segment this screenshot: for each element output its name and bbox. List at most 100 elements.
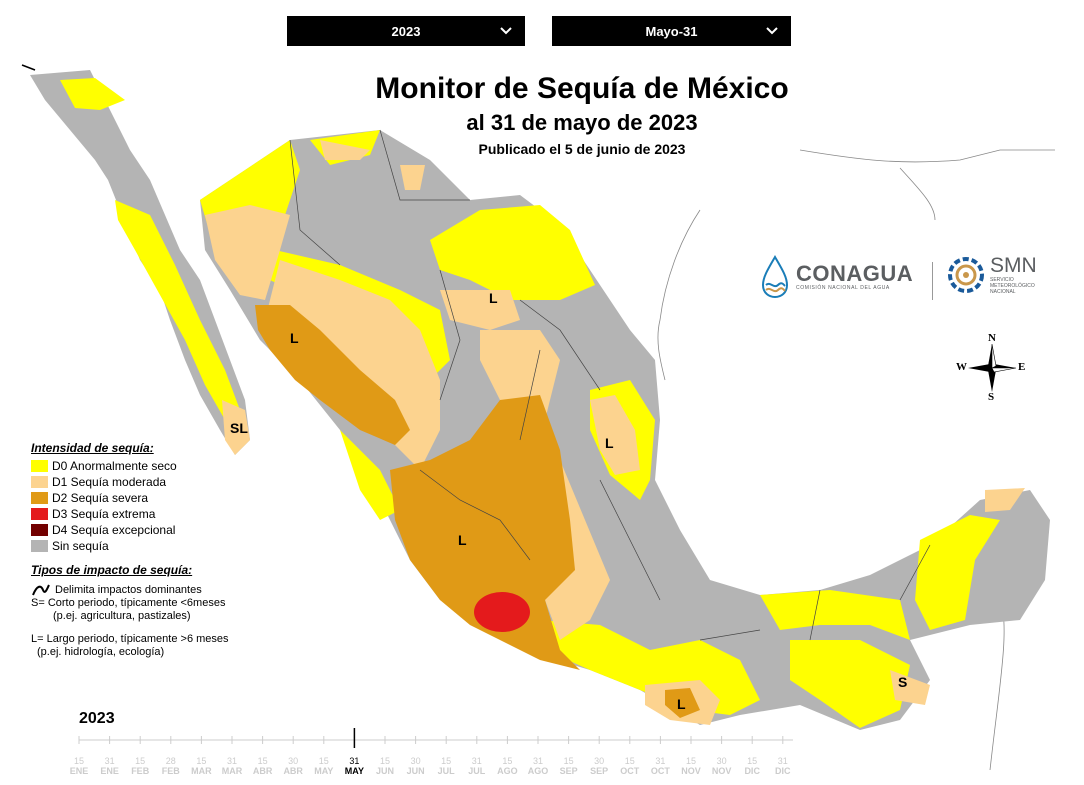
timeline-tick-month: ENE <box>69 766 89 776</box>
timeline-tick-day: 31 <box>532 756 543 766</box>
timeline-tick-month: OCT <box>620 766 640 776</box>
compass-rose: N S W E <box>952 330 1032 405</box>
logo-separator <box>932 262 933 300</box>
impact-label-oaxaca: L <box>677 696 686 712</box>
timeline-tick-day: 15 <box>624 756 635 766</box>
legend-item-d4: D4 Sequía excepcional <box>31 522 281 538</box>
timeline-tick-day: 31 <box>655 756 666 766</box>
impact-l-example: (p.ej. hidrología, ecología) <box>37 646 165 658</box>
timeline-tick-day: 15 <box>135 756 146 766</box>
timeline-tick-may-15[interactable]: 15 MAY <box>308 756 339 776</box>
timeline-tick-month: JUN <box>375 766 394 776</box>
timeline-tick-abr-15[interactable]: 15 ABR <box>247 756 278 776</box>
timeline-tick-oct-15[interactable]: 15 OCT <box>614 756 645 776</box>
legend-swatch-d3 <box>31 508 48 520</box>
baja-north-d0 <box>60 78 125 110</box>
coahuila-top-d1 <box>320 140 370 160</box>
conagua-subtitle: COMISIÓN NACIONAL DEL AGUA <box>796 285 890 291</box>
timeline-tick-mar-31[interactable]: 31 MAR <box>217 756 248 776</box>
yucatan-tip-d1 <box>985 488 1025 512</box>
timeline-tick-ene-31[interactable]: 31 ENE <box>94 756 125 776</box>
timeline-tick-dic-15[interactable]: 15 DIC <box>737 756 768 776</box>
timeline-tick-month: JUN <box>406 766 425 776</box>
year-dropdown[interactable]: 2023 <box>287 16 525 46</box>
smn-name: SMN <box>990 254 1037 277</box>
timeline-tick-ago-15[interactable]: 15 AGO <box>492 756 523 776</box>
timeline-tick-month: AGO <box>497 766 518 776</box>
timeline-tick-ago-31[interactable]: 31 AGO <box>523 756 554 776</box>
chiapas-d0 <box>790 640 910 728</box>
timeline-tick-jul-15[interactable]: 15 JUL <box>431 756 462 776</box>
timeline-tick-month: FEB <box>131 766 150 776</box>
tamaulipas-d1 <box>590 395 640 475</box>
drought-legend: Intensidad de sequía: D0 Anormalmente se… <box>31 441 281 554</box>
timeline-tick-nov-15[interactable]: 15 NOV <box>676 756 707 776</box>
impact-line-item: Delimita impactos dominantes <box>31 583 281 597</box>
compass-icon <box>968 343 1017 392</box>
legend-swatch-d0 <box>31 460 48 472</box>
timeline-tick-ene-15[interactable]: 15 ENE <box>64 756 95 776</box>
florida-outline <box>899 167 936 221</box>
timeline-tick-day: 15 <box>318 756 329 766</box>
timeline-tick-abr-30[interactable]: 30 ABR <box>278 756 309 776</box>
compass-e: E <box>1018 361 1026 373</box>
legend-swatch-none <box>31 540 48 552</box>
timeline-tick-month: ABR <box>252 766 273 776</box>
legend-swatch-d4 <box>31 524 48 536</box>
date-dropdown-value: Mayo-31 <box>645 23 698 39</box>
impact-label-tamaulipas: L <box>605 435 614 451</box>
legend-label-d0: D0 Anormalmente seco <box>52 459 177 473</box>
timeline-year: 2023 <box>79 710 115 727</box>
timeline-tick-oct-31[interactable]: 31 OCT <box>645 756 676 776</box>
compass-s: S <box>988 391 995 403</box>
impact-label-chiapas: S <box>898 674 908 690</box>
legend-item-d2: D2 Sequía severa <box>31 490 281 506</box>
timeline-tick-sep-30[interactable]: 30 SEP <box>584 756 615 776</box>
timeline-tick-month: FEB <box>161 766 180 776</box>
timeline-tick-nov-30[interactable]: 30 NOV <box>706 756 737 776</box>
timeline-tick-jul-31[interactable]: 31 JUL <box>461 756 492 776</box>
timeline-tick-month: OCT <box>650 766 670 776</box>
legend-item-d3: D3 Sequía extrema <box>31 506 281 522</box>
timeline-tick-day: 28 <box>165 756 176 766</box>
timeline-tick-jun-15[interactable]: 15 JUN <box>370 756 401 776</box>
chihuahua-ne-d1 <box>400 165 425 190</box>
legend-title: Intensidad de sequía: <box>31 441 154 455</box>
oaxaca-d2 <box>665 688 700 718</box>
chevron-down-icon <box>766 27 778 35</box>
smn-subtitle-1: SERVICIO <box>990 277 1014 283</box>
timeline-tick-month: MAR <box>221 766 243 776</box>
impact-boundary-1 <box>21 64 36 71</box>
impact-label-jalisco: L <box>458 532 467 548</box>
impact-s-example: (p.ej. agricultura, pastizales) <box>53 610 191 622</box>
timeline-tick-month: ENE <box>100 766 119 776</box>
timeline-tick-mar-15[interactable]: 15 MAR <box>186 756 217 776</box>
timeline-tick-month: NOV <box>711 766 732 776</box>
timeline-tick-month: DIC <box>744 766 760 776</box>
timeline-tick-day: 30 <box>410 756 421 766</box>
impact-s-label: S= Corto periodo, típicamente <6meses <box>31 597 226 609</box>
timeline-tick-jun-30[interactable]: 30 JUN <box>400 756 431 776</box>
conagua-drop-icon <box>761 255 789 299</box>
timeline-tick-feb-15[interactable]: 15 FEB <box>125 756 156 776</box>
year-dropdown-value: 2023 <box>391 23 421 39</box>
timeline-tick-feb-28[interactable]: 28 FEB <box>155 756 186 776</box>
timeline-tick-day: 15 <box>73 756 84 766</box>
state-borders <box>289 129 931 641</box>
conagua-logo: CONAGUA COMISIÓN NACIONAL DEL AGUA <box>760 255 913 299</box>
legend-label-d4: D4 Sequía excepcional <box>52 523 176 537</box>
legend-item-d0: D0 Anormalmente seco <box>31 458 281 474</box>
timeline-tick-may-31[interactable]: 31 MAY <box>339 756 370 776</box>
sinaloa-coast-d0 <box>340 430 400 520</box>
date-dropdown[interactable]: Mayo-31 <box>552 16 791 46</box>
timeline-tick-dic-31[interactable]: 31 DIC <box>767 756 798 776</box>
legend-label-d1: D1 Sequía moderada <box>52 475 167 489</box>
impact-line-label: Delimita impactos dominantes <box>55 583 202 596</box>
timeline-tick-sep-15[interactable]: 15 SEP <box>553 756 584 776</box>
nl-coahuila-d0 <box>430 205 595 300</box>
impact-line-icon <box>32 584 50 596</box>
timeline-tick-month: ABR <box>283 766 303 776</box>
impact-types-legend: Tipos de impacto de sequía: Delimita imp… <box>31 564 281 659</box>
timeline-tick-day: 31 <box>349 756 360 766</box>
